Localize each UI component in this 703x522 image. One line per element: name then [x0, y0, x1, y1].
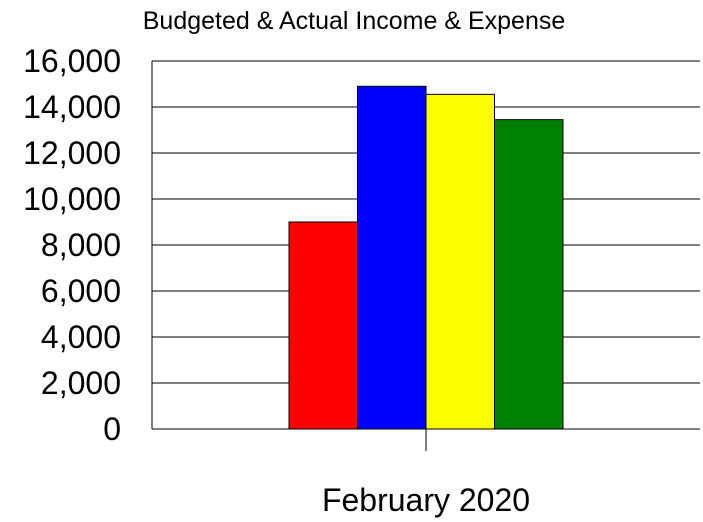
x-axis-tick-labels: February 2020 — [322, 429, 530, 518]
y-tick-label-5: 10,000 — [23, 181, 121, 217]
y-tick-label-4: 8,000 — [41, 227, 121, 263]
y-tick-label-8: 16,000 — [23, 43, 121, 79]
y-tick-label-6: 12,000 — [23, 135, 121, 171]
y-tick-label-2: 4,000 — [41, 319, 121, 355]
y-tick-label-7: 14,000 — [23, 89, 121, 125]
chart-title: Budgeted & Actual Income & Expense — [143, 7, 566, 35]
bars — [288, 85, 564, 430]
y-tick-label-1: 2,000 — [41, 365, 121, 401]
bar-series-2-0 — [357, 85, 427, 430]
y-tick-label-0: 0 — [103, 411, 121, 447]
bar-series-3-0 — [425, 93, 495, 430]
bar-series-1-0 — [288, 221, 358, 430]
bar-series-4-0 — [494, 119, 564, 430]
y-tick-label-3: 6,000 — [41, 273, 121, 309]
y-axis-tick-labels: 0 2,000 4,000 6,000 8,000 10,000 12,000 14,000 1… — [23, 43, 121, 447]
x-tick-label-0: February 2020 — [322, 482, 530, 518]
